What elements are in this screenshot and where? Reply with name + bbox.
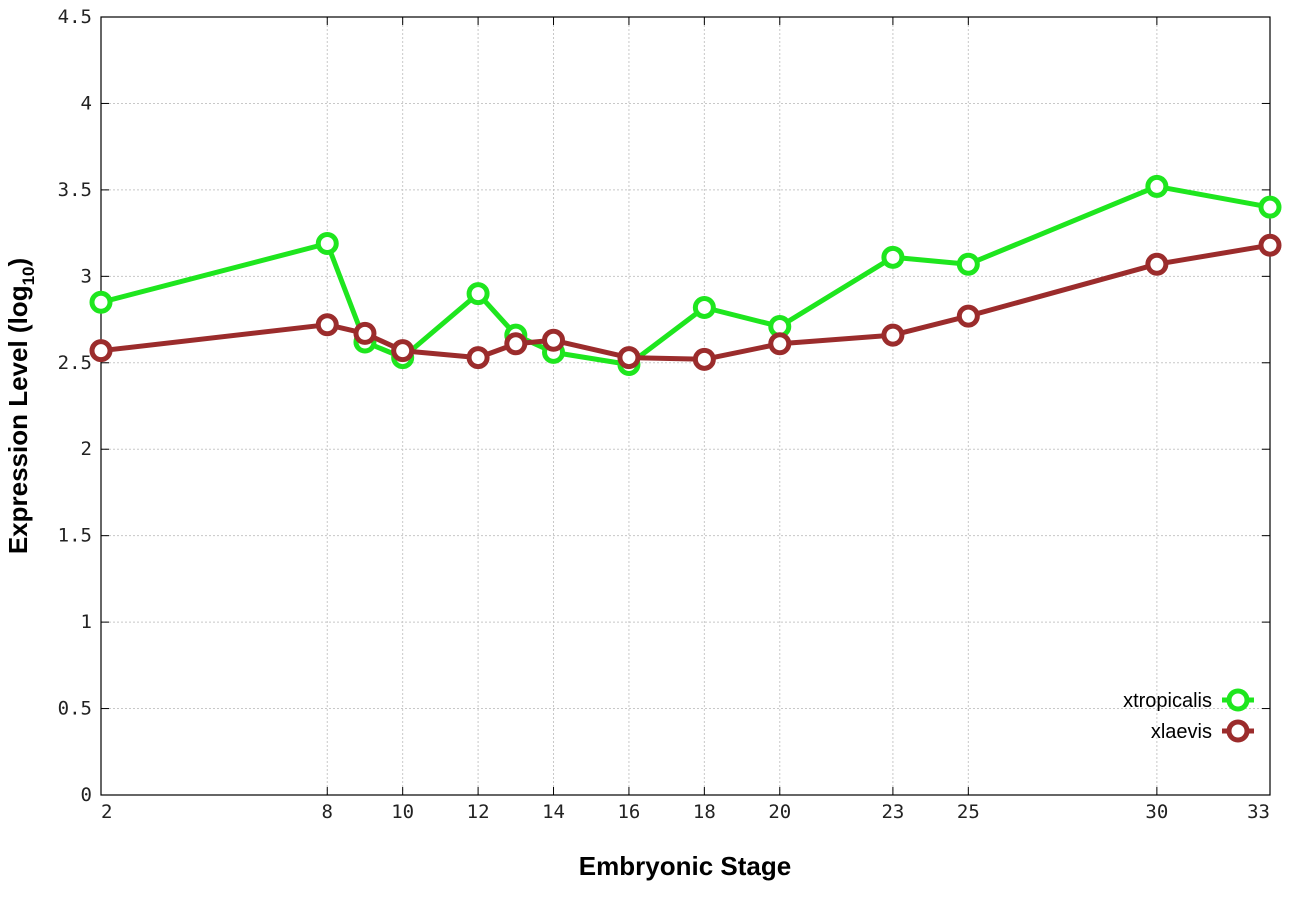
y-tick-label: 0.5 — [58, 698, 92, 720]
data-point — [617, 346, 641, 370]
data-point — [353, 321, 377, 345]
y-axis-title: Expression Level (log10) — [3, 258, 38, 554]
legend-marker — [1226, 719, 1250, 743]
data-point — [1145, 174, 1169, 198]
data-point — [315, 231, 339, 255]
y-tick-label: 4 — [81, 92, 92, 114]
y-tick-label: 0 — [81, 784, 92, 806]
data-point — [881, 323, 905, 347]
data-point — [466, 282, 490, 306]
legend-label: xtropicalis — [1123, 690, 1212, 712]
x-tick-label: 30 — [1145, 801, 1168, 823]
series-xlaevis — [89, 233, 1282, 371]
x-tick-label: 16 — [617, 801, 640, 823]
series-line — [100, 242, 1271, 362]
data-point — [1258, 233, 1282, 257]
data-point — [692, 295, 716, 319]
plot-frame — [100, 16, 1271, 796]
data-point — [1258, 195, 1282, 219]
data-point — [89, 290, 113, 314]
y-tick-label: 4.5 — [58, 6, 92, 28]
series — [89, 174, 1282, 377]
grid — [101, 17, 1270, 795]
y-tick-label: 3 — [81, 265, 92, 287]
x-tick-label: 8 — [322, 801, 333, 823]
legend-entry: xlaevis — [1151, 719, 1254, 743]
data-point — [315, 313, 339, 337]
series-xtropicalis — [89, 174, 1282, 377]
x-tick-label: 10 — [391, 801, 414, 823]
x-axis-title: Embryonic Stage — [579, 851, 791, 881]
x-tick-label: 14 — [542, 801, 565, 823]
y-axis-ticks: 0 0.5 1 1.5 2 2.5 3 3.5 4 4.5 — [58, 6, 1270, 806]
data-point — [89, 339, 113, 363]
y-axis-title-main: Expression Level (log — [3, 285, 33, 554]
data-point — [542, 328, 566, 352]
x-tick-label: 23 — [881, 801, 904, 823]
y-tick-label: 1.5 — [58, 525, 92, 547]
x-tick-label: 18 — [693, 801, 716, 823]
x-tick-label: 2 — [101, 801, 112, 823]
data-point — [768, 332, 792, 356]
series-line — [100, 183, 1271, 367]
x-axis-ticks: 2 8 10 12 14 16 18 20 23 25 30 33 — [100, 17, 1271, 823]
data-point — [956, 304, 980, 328]
legend-entry: xtropicalis — [1123, 688, 1254, 712]
data-point — [956, 252, 980, 276]
legend-marker — [1226, 688, 1250, 712]
x-tick-label: 20 — [768, 801, 791, 823]
y-axis-title-close: ) — [3, 258, 33, 267]
x-tick-label: 33 — [1247, 801, 1270, 823]
y-tick-label: 2.5 — [58, 352, 92, 374]
x-tick-label: 25 — [957, 801, 980, 823]
y-axis-title-subscript: 10 — [19, 267, 38, 286]
x-tick-label: 12 — [467, 801, 490, 823]
data-point — [1145, 252, 1169, 276]
y-tick-label: 3.5 — [58, 179, 92, 201]
legend: xtropicalis xlaevis — [1123, 688, 1254, 743]
data-point — [692, 347, 716, 371]
data-point — [881, 245, 905, 269]
legend-label: xlaevis — [1151, 721, 1212, 743]
data-point — [466, 346, 490, 370]
data-point — [504, 332, 528, 356]
y-tick-label: 2 — [81, 438, 92, 460]
y-tick-label: 1 — [81, 611, 92, 633]
data-point — [391, 339, 415, 363]
